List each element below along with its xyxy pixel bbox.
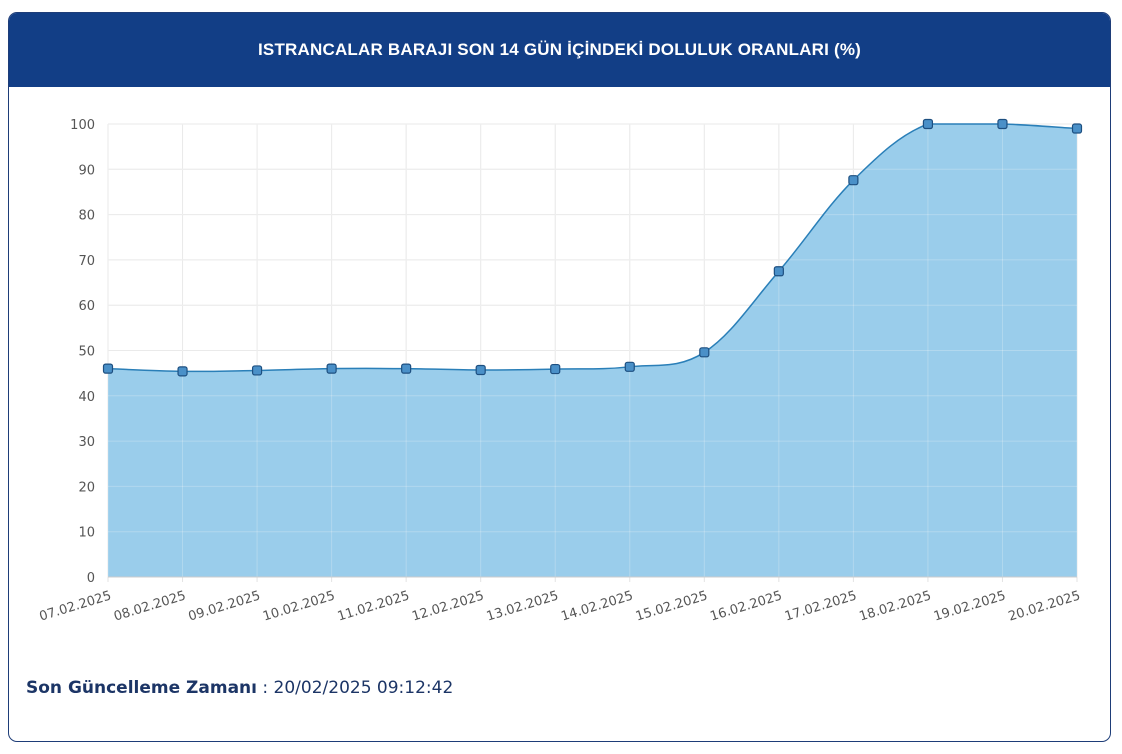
y-tick-label: 0 [87, 571, 95, 586]
y-tick-label: 20 [78, 480, 95, 495]
y-tick-label: 100 [70, 118, 95, 133]
data-point[interactable] [326, 363, 337, 374]
data-point[interactable] [401, 363, 412, 374]
data-point[interactable] [773, 266, 784, 277]
y-tick-label: 70 [78, 254, 95, 269]
x-tick-label: 11.02.2025 [336, 588, 412, 624]
last-update-separator: : [256, 678, 274, 698]
x-tick-label: 09.02.2025 [187, 588, 263, 624]
y-tick-label: 30 [78, 435, 95, 450]
x-tick-label: 14.02.2025 [559, 588, 635, 624]
x-tick-label: 18.02.2025 [858, 588, 934, 624]
last-update-value: 20/02/2025 09:12:42 [273, 678, 454, 698]
data-point[interactable] [624, 361, 635, 372]
y-tick-label: 60 [78, 299, 95, 314]
x-tick-label: 12.02.2025 [410, 588, 486, 624]
data-point[interactable] [1071, 123, 1083, 134]
y-axis-ticks: 0 10 20 30 40 50 60 70 80 90 100 [70, 118, 95, 586]
data-point[interactable] [699, 347, 710, 358]
x-tick-label: 10.02.2025 [261, 588, 337, 624]
grid-overlay [107, 123, 1078, 578]
y-tick-label: 90 [78, 163, 95, 178]
x-tick-label: 16.02.2025 [708, 588, 784, 624]
data-area [108, 124, 1077, 577]
x-tick-label: 20.02.2025 [1007, 588, 1083, 624]
data-point[interactable] [848, 175, 859, 186]
y-tick-label: 40 [78, 390, 95, 405]
data-point[interactable] [550, 363, 561, 375]
x-axis-ticks: 07.02.202508.02.202509.02.202510.02.2025… [38, 588, 1083, 624]
x-tick-label: 17.02.2025 [783, 588, 859, 624]
y-tick-label: 50 [78, 345, 95, 360]
data-point[interactable] [177, 366, 188, 377]
data-point[interactable] [475, 364, 486, 376]
data-point[interactable] [251, 365, 263, 376]
x-tick-label: 19.02.2025 [932, 588, 1008, 624]
last-update: Son Güncelleme Zamanı : 20/02/2025 09:12… [26, 678, 453, 698]
y-tick-label: 80 [78, 209, 95, 224]
x-tick-label: 13.02.2025 [485, 588, 561, 624]
last-update-label: Son Güncelleme Zamanı [26, 678, 257, 698]
data-point[interactable] [922, 118, 934, 130]
chart-title: ISTRANCALAR BARAJI SON 14 GÜN İÇİNDEKİ D… [9, 13, 1110, 87]
data-markers [102, 118, 1083, 377]
x-tick-label: 07.02.2025 [38, 588, 114, 624]
y-tick-label: 10 [78, 526, 95, 541]
x-tick-label: 08.02.2025 [112, 588, 188, 624]
data-point[interactable] [997, 118, 1008, 130]
data-point[interactable] [102, 363, 114, 374]
data-line [107, 123, 1078, 373]
x-tick-label: 15.02.2025 [634, 588, 710, 624]
